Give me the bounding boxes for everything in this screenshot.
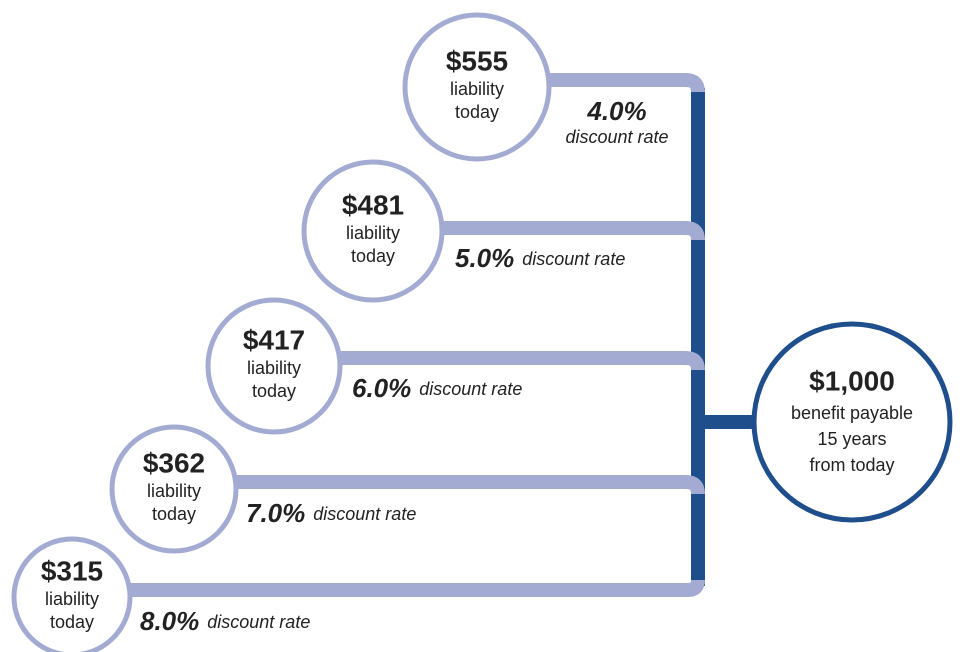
node-amount: $362 bbox=[143, 447, 205, 478]
node-amount: $555 bbox=[446, 45, 508, 76]
rate-line: 7.0% discount rate bbox=[246, 498, 416, 528]
node-label: today bbox=[50, 612, 94, 632]
rate-label: discount rate bbox=[522, 249, 625, 269]
branch bbox=[274, 351, 705, 371]
rate-line: 8.0% discount rate bbox=[140, 606, 310, 636]
node-label: today bbox=[455, 102, 499, 122]
node-amount: $417 bbox=[243, 324, 305, 355]
rate: 5.0% bbox=[455, 243, 514, 273]
node-label: liability bbox=[147, 481, 201, 501]
trunk bbox=[691, 88, 705, 586]
rate: 6.0% bbox=[352, 373, 411, 403]
rate-label: discount rate bbox=[565, 127, 668, 147]
branch bbox=[477, 73, 705, 93]
node-circle bbox=[109, 424, 239, 554]
branch bbox=[72, 579, 705, 597]
target-circle bbox=[751, 321, 953, 523]
rate-label: discount rate bbox=[419, 379, 522, 399]
node-label: liability bbox=[346, 223, 400, 243]
node-amount: $315 bbox=[41, 555, 103, 586]
branch bbox=[373, 221, 705, 241]
target-label: benefit payable bbox=[791, 403, 913, 423]
node-label: liability bbox=[247, 358, 301, 378]
target-amount: $1,000 bbox=[809, 365, 895, 396]
node-amount: $481 bbox=[342, 189, 404, 220]
node-circle bbox=[301, 159, 445, 303]
node-label: liability bbox=[45, 589, 99, 609]
rate: 7.0% bbox=[246, 498, 305, 528]
target-connector bbox=[700, 415, 760, 429]
rate-label: discount rate bbox=[313, 504, 416, 524]
node-circle bbox=[205, 297, 343, 435]
branch bbox=[174, 475, 705, 495]
rate: 4.0% bbox=[586, 96, 646, 126]
rate: 8.0% bbox=[140, 606, 199, 636]
target-label: from today bbox=[809, 455, 894, 475]
rate-line: 6.0% discount rate bbox=[352, 373, 522, 403]
node-circle bbox=[402, 12, 552, 162]
node-label: today bbox=[252, 381, 296, 401]
rate-label: discount rate bbox=[207, 612, 310, 632]
node-label: today bbox=[351, 246, 395, 266]
node-label: today bbox=[152, 504, 196, 524]
node-circle bbox=[11, 536, 133, 652]
target-label: 15 years bbox=[817, 429, 886, 449]
node-label: liability bbox=[450, 79, 504, 99]
rate-line: 5.0% discount rate bbox=[455, 243, 625, 273]
